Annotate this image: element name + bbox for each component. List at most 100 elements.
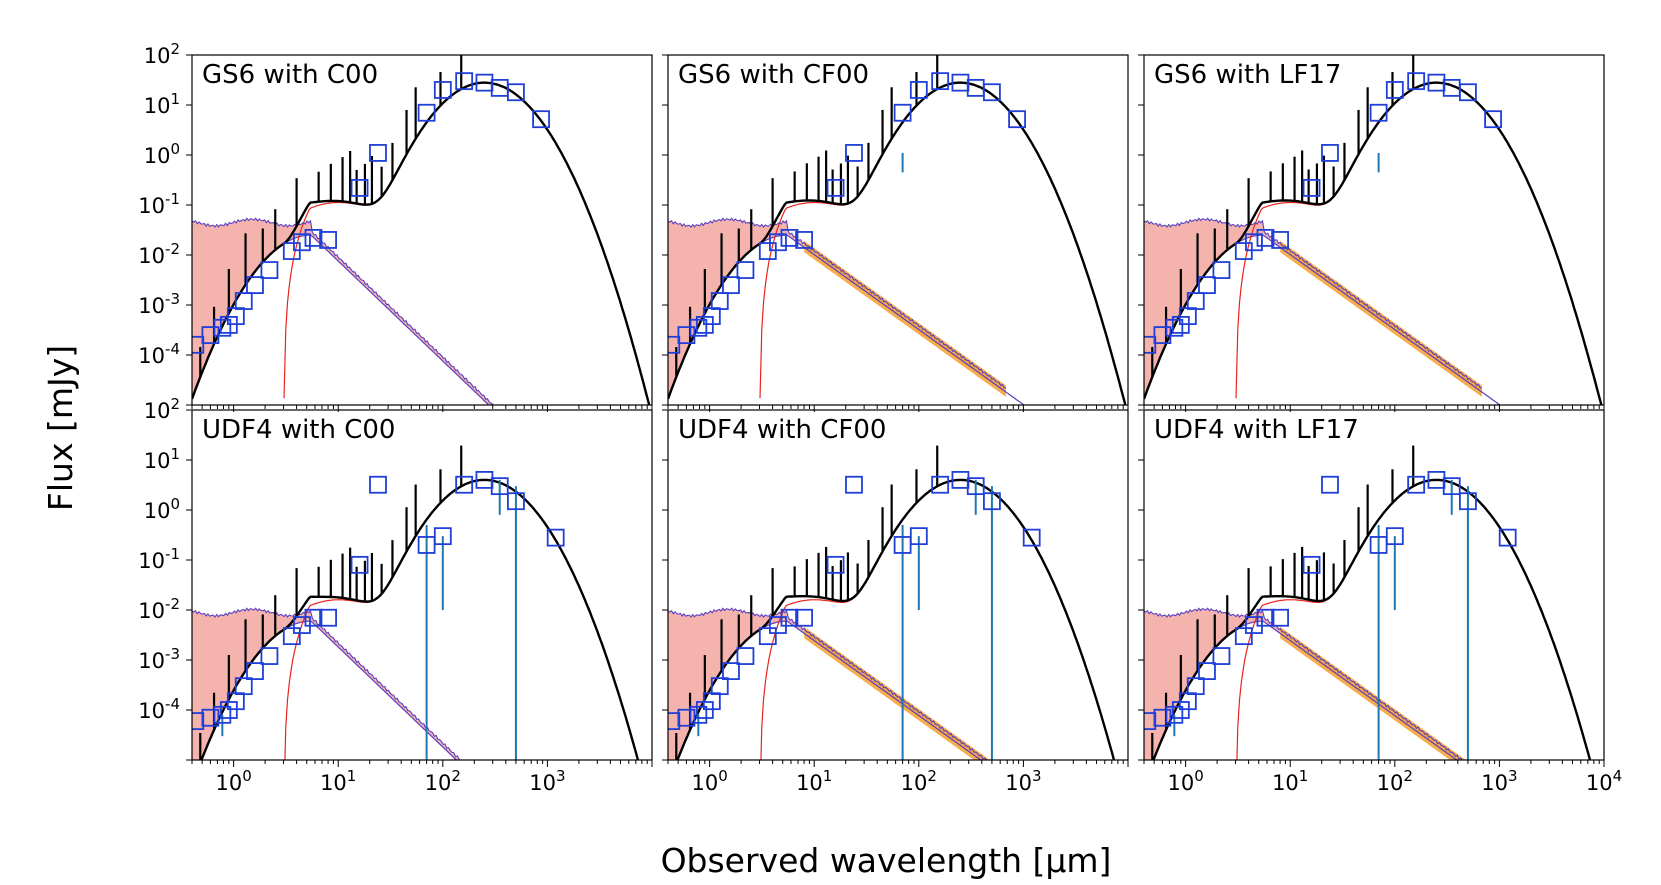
attenuation-band-orange [804,626,990,760]
photometry-point [689,318,708,337]
y-tick-label: 102 [144,395,180,423]
y-tick-label: 10-2 [138,595,180,623]
photometry-point [369,144,387,162]
x-tick-label: 102 [425,767,461,795]
panel-gs6-cf00: GS6 with CF00 [662,54,1129,412]
panel-title: GS6 with CF00 [678,60,869,90]
photometry-point [826,555,845,574]
panels-layer: GS6 with C0010-410-310-210-1100101102GS6… [138,40,1622,795]
panel-title: UDF4 with LF17 [1154,415,1359,445]
stellar-unattenuated-line [1144,217,1482,389]
photometry-point [1385,81,1404,99]
total-model-line [668,81,1127,405]
photometry-point [1369,103,1388,122]
x-tick-label: 102 [1377,767,1413,795]
plot-area [192,445,640,760]
photometry-point [319,608,337,627]
photometry-point [931,72,950,91]
panel-frame [1143,54,1605,406]
photometry-point [931,475,950,494]
x-tick-label: 101 [796,767,832,795]
photometry-point [845,144,863,162]
y-tick-label: 10-3 [138,290,180,318]
panel-frame [1143,409,1605,761]
photometry-point [1407,72,1426,91]
photometry-point [201,708,220,727]
photometry-point [1245,233,1263,252]
photometry-point [192,335,205,354]
attenuation-shade [1144,219,1482,399]
photometry-point [1165,705,1184,724]
photometry-point [350,178,369,197]
plot-area [192,55,651,405]
photometry-point [736,261,755,279]
total-model-line [1152,478,1592,760]
photometry-point [710,677,729,696]
x-tick-label: 101 [320,767,356,795]
photometry-point [909,527,928,546]
photometry-point [1321,475,1339,494]
stellar-unattenuated-line [192,217,494,405]
photometry-point [769,233,787,252]
photometry-point [722,662,740,680]
stellar-unattenuated-line [668,607,988,760]
panel-title: UDF4 with C00 [202,415,395,445]
photometry-point [455,475,474,494]
photometry-point [966,477,985,496]
photometry-point [546,528,565,547]
photometry-point [304,608,323,627]
panel-title: UDF4 with CF00 [678,415,886,445]
photometry-point [1271,231,1289,249]
photometry-point [1459,83,1477,102]
photometry-point [983,492,1001,511]
y-tick-label: 10-2 [138,240,180,268]
photometry-point [1321,144,1339,162]
photometry-point [246,276,264,295]
photometry-point [1498,528,1517,547]
photometry-point [983,83,1001,102]
photometry-point [1459,492,1477,511]
photometry-point [1165,318,1184,337]
photometry-point [1407,475,1426,494]
panel-frame [667,54,1129,406]
photometry-point [1302,178,1321,197]
stellar-unattenuated-line [668,217,1006,389]
attenuation-shade [668,609,987,760]
photometry-point [1153,708,1172,727]
photometry-point [532,110,550,129]
panel-frame [191,409,653,761]
photometry-point [1484,110,1502,129]
photometry-point [1144,335,1157,354]
x-tick-label: 103 [529,767,565,795]
photometry-point [1442,477,1461,496]
photometry-point [780,608,799,627]
total-model-line [200,478,640,760]
photometry-point [433,81,452,99]
y-axis-label: Flux [mJy] [41,345,80,511]
photometry-point [433,527,452,546]
photometry-point [246,662,264,680]
photometry-point [260,261,279,279]
plot-area [1144,55,1603,405]
x-tick-label: 101 [1272,767,1308,795]
photometry-point [1198,662,1216,680]
attenuation-shade [192,609,461,760]
stellar-unattenuated-line [1144,607,1464,760]
plot-area [668,55,1127,405]
photometry-point [507,83,525,102]
photometry-point [507,492,525,511]
panel-udf4-lf17: UDF4 with LF17 100 101 102 103 104 [1138,409,1622,795]
photometry-point [234,677,253,696]
x-tick-label: 100 [691,767,727,795]
y-tick-label: 100 [144,495,180,523]
x-tick-label: 102 [901,767,937,795]
photometry-point [909,81,928,99]
photometry-point [795,608,813,627]
plot-area [668,445,1116,760]
photometry-point [293,233,311,252]
photometry-point [1186,677,1205,696]
y-tick-label: 102 [144,40,180,68]
photometry-point [350,555,369,574]
photometry-point [490,477,509,496]
